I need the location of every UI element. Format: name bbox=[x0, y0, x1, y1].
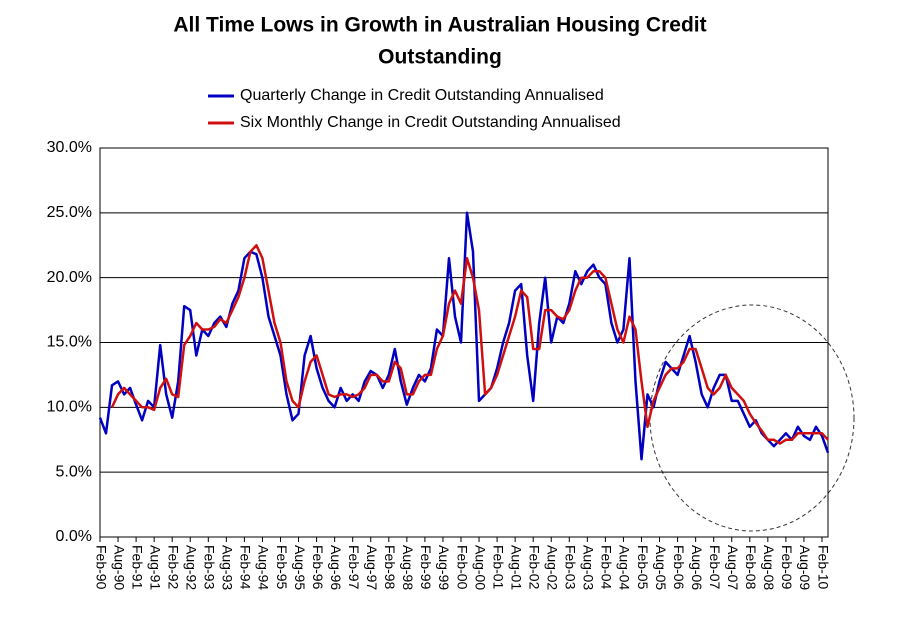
y-tick-label: 30.0% bbox=[47, 139, 92, 156]
x-tick-label: Feb-95 bbox=[274, 545, 290, 590]
x-tick-label: Aug-96 bbox=[328, 545, 344, 590]
x-tick-label: Aug-97 bbox=[364, 545, 380, 590]
x-tick-label: Feb-03 bbox=[563, 545, 579, 590]
x-tick-label: Feb-02 bbox=[526, 545, 542, 590]
x-tick-label: Aug-94 bbox=[256, 545, 272, 590]
x-tick-label: Feb-91 bbox=[129, 545, 145, 590]
x-tick-label: Feb-94 bbox=[238, 545, 254, 590]
y-tick-label: 10.0% bbox=[47, 399, 92, 416]
x-tick-label: Aug-05 bbox=[653, 545, 669, 590]
x-tick-label: Aug-04 bbox=[617, 545, 633, 590]
x-tick-label: Feb-10 bbox=[815, 545, 831, 590]
plot-border bbox=[99, 147, 829, 538]
x-tick-label: Aug-03 bbox=[581, 545, 597, 590]
x-tick-label: Aug-01 bbox=[508, 545, 524, 590]
x-tick-label: Aug-93 bbox=[220, 545, 236, 590]
x-tick-label: Aug-95 bbox=[292, 545, 308, 590]
x-tick-label: Aug-02 bbox=[545, 545, 561, 590]
x-tick-label: Aug-08 bbox=[761, 545, 777, 590]
y-tick-label: 20.0% bbox=[47, 269, 92, 286]
x-tick-label: Feb-06 bbox=[671, 545, 687, 590]
x-tick-label: Feb-08 bbox=[743, 545, 759, 590]
legend-label: Quarterly Change in Credit Outstanding A… bbox=[240, 87, 604, 104]
x-tick-label: Feb-05 bbox=[635, 545, 651, 590]
chart-title: All Time Lows in Growth in Australian Ho… bbox=[173, 14, 706, 37]
chart-title: Outstanding bbox=[378, 46, 502, 69]
x-tick-label: Aug-98 bbox=[400, 545, 416, 590]
legend-label: Six Monthly Change in Credit Outstanding… bbox=[240, 114, 621, 131]
x-tick-label: Aug-91 bbox=[147, 545, 163, 590]
y-tick-label: 25.0% bbox=[47, 204, 92, 221]
x-tick-label: Feb-96 bbox=[310, 545, 326, 590]
x-tick-label: Feb-04 bbox=[599, 545, 615, 590]
x-tick-label: Feb-92 bbox=[165, 545, 181, 590]
x-tick-label: Feb-97 bbox=[346, 545, 362, 590]
x-tick-label: Feb-01 bbox=[490, 545, 506, 590]
x-tick-label: Feb-90 bbox=[93, 545, 109, 590]
x-tick-label: Aug-90 bbox=[111, 545, 127, 590]
x-tick-label: Aug-00 bbox=[472, 545, 488, 590]
x-tick-label: Feb-00 bbox=[454, 545, 470, 590]
x-tick-label: Aug-09 bbox=[797, 545, 813, 590]
y-tick-label: 15.0% bbox=[47, 334, 92, 351]
x-tick-label: Feb-09 bbox=[779, 545, 795, 590]
y-tick-label: 0.0% bbox=[56, 528, 92, 545]
series-line bbox=[110, 244, 829, 445]
x-tick-label: Aug-06 bbox=[689, 545, 705, 590]
x-tick-label: Aug-99 bbox=[436, 545, 452, 590]
x-tick-label: Feb-93 bbox=[202, 545, 218, 590]
x-tick-label: Aug-92 bbox=[184, 545, 200, 590]
x-tick-label: Aug-07 bbox=[725, 545, 741, 590]
x-tick-label: Feb-07 bbox=[707, 545, 723, 590]
x-tick-label: Feb-99 bbox=[418, 545, 434, 590]
y-tick-label: 5.0% bbox=[56, 463, 92, 480]
x-tick-label: Feb-98 bbox=[382, 545, 398, 590]
